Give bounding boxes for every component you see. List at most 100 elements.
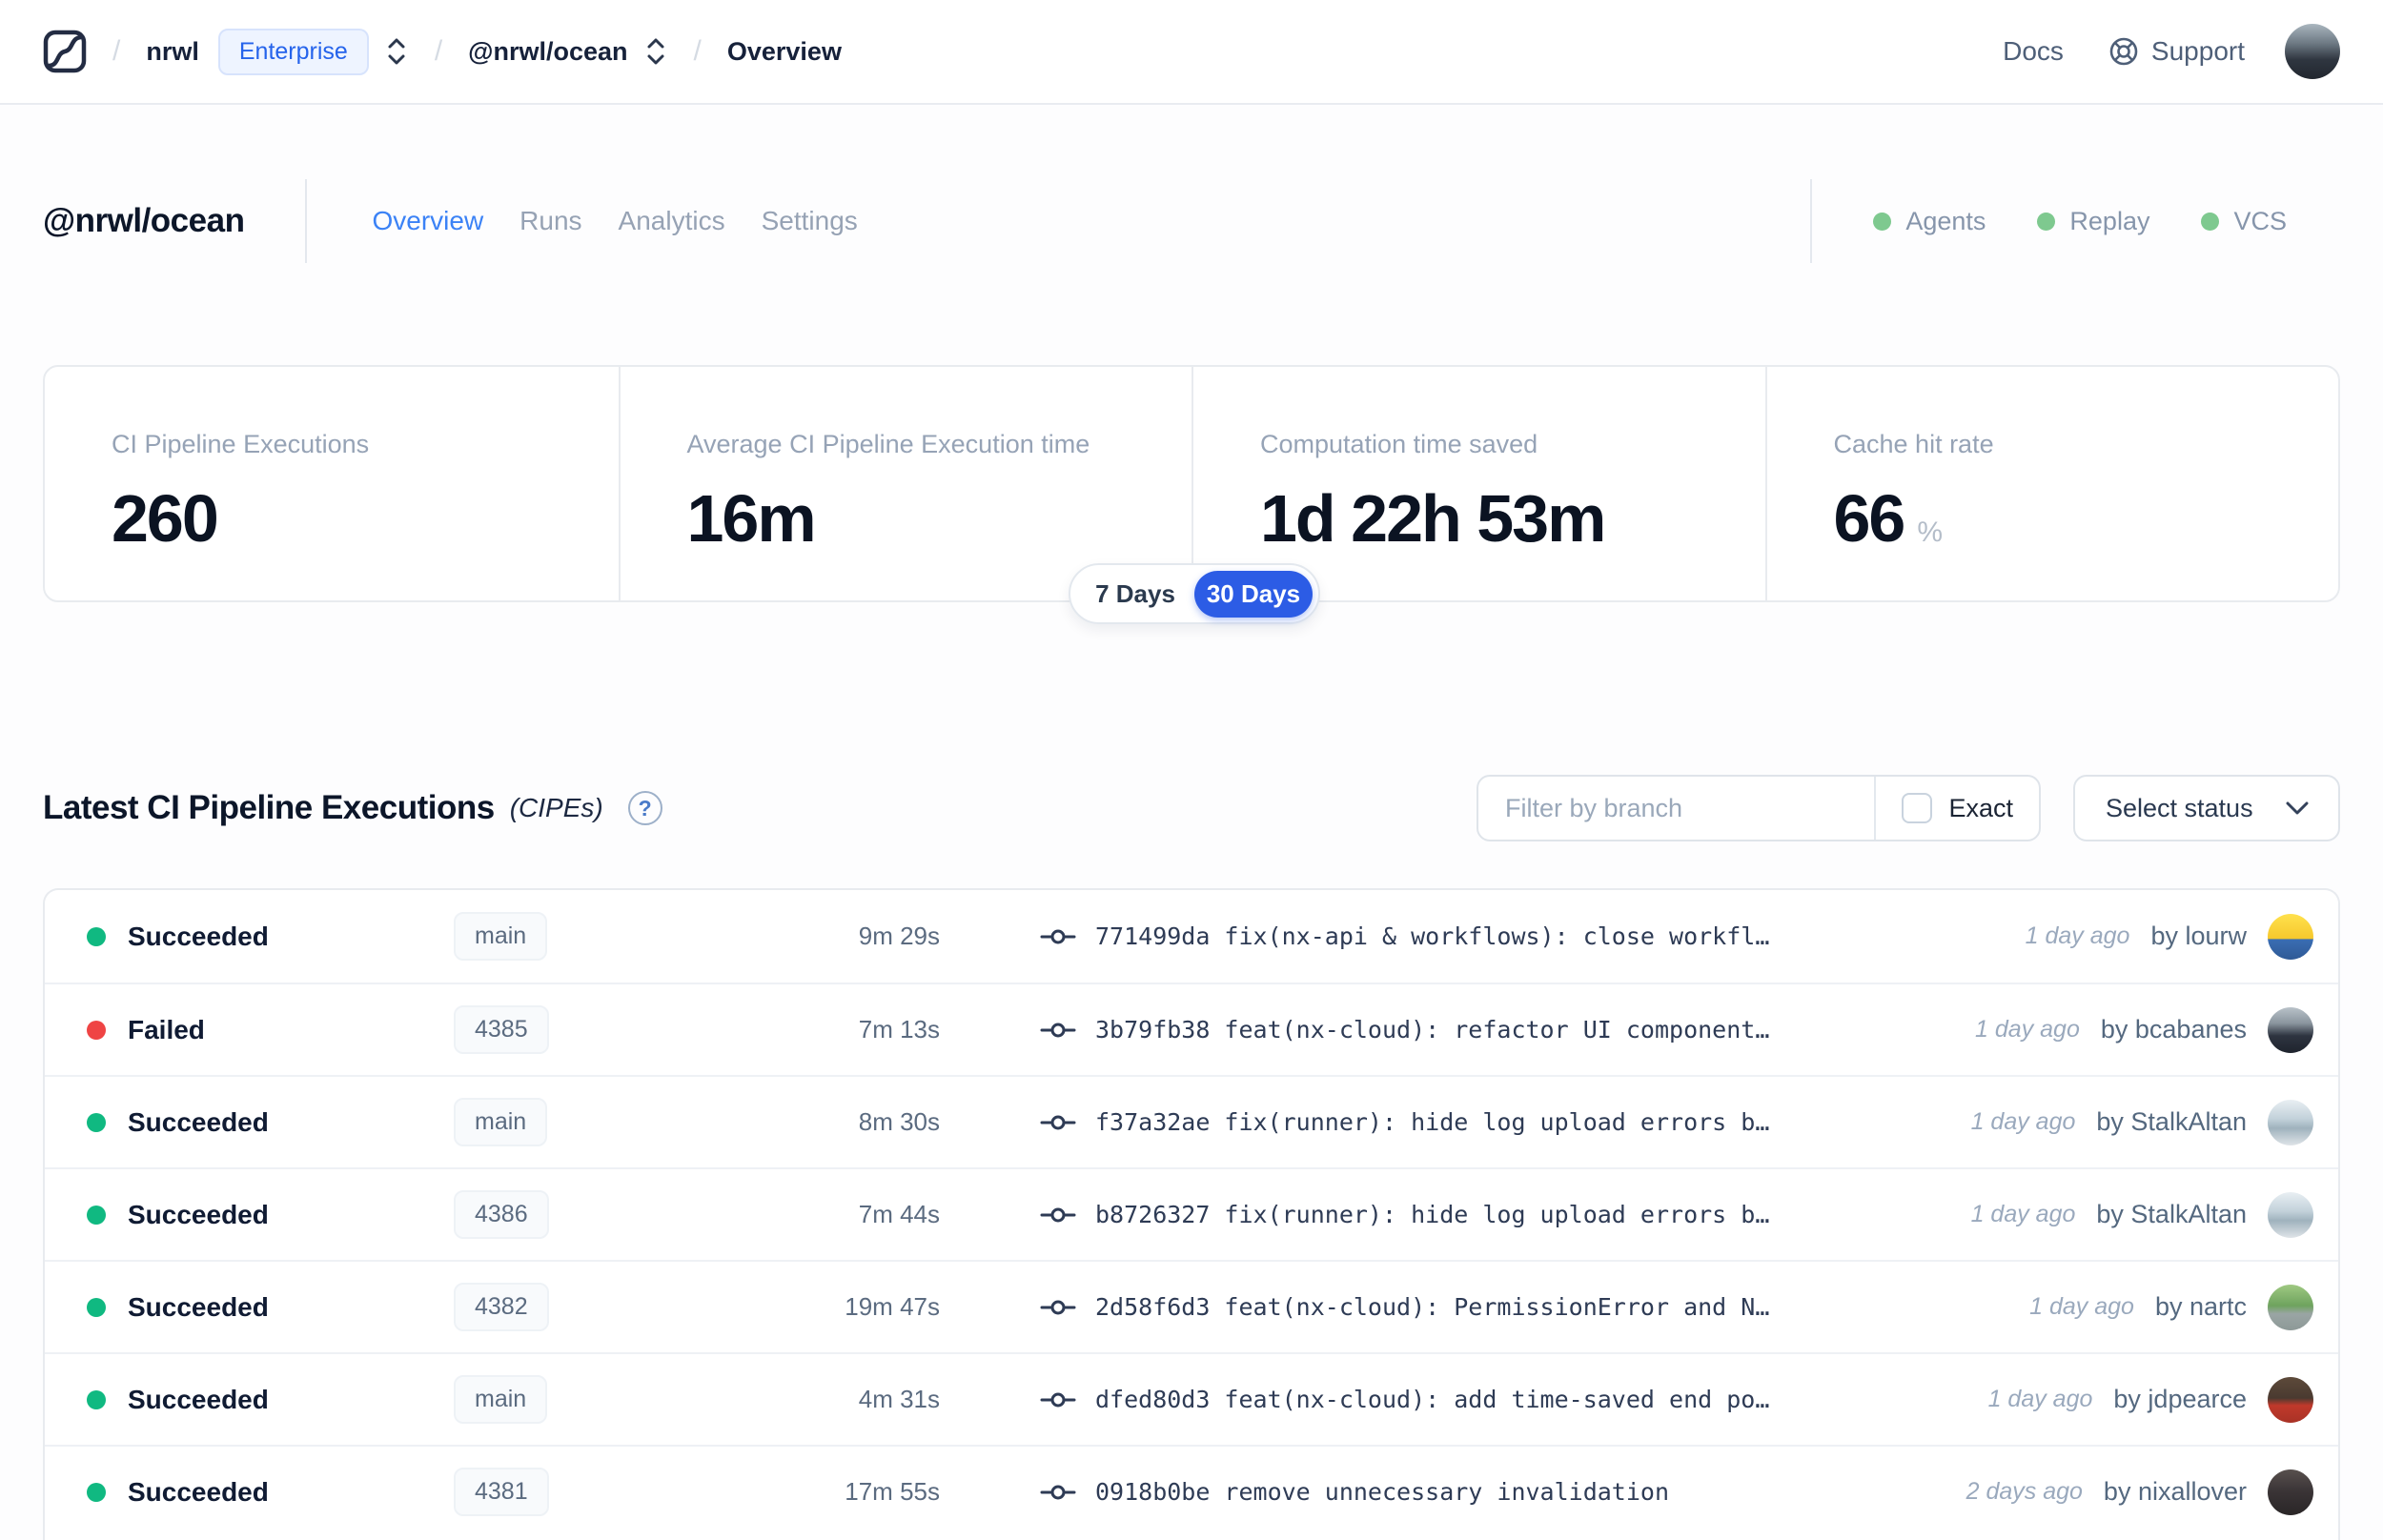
stat-cache-hit-rate: Cache hit rate 66 %	[1764, 367, 2339, 600]
status-cell: Succeeded	[87, 1477, 416, 1508]
commit-text[interactable]: 3b79fb38 feat(nx-cloud): refactor UI com…	[1095, 1016, 1769, 1044]
tab-settings[interactable]: Settings	[761, 206, 858, 235]
workspace-tabs: Overview Runs Analytics Settings	[372, 206, 857, 236]
author-avatar[interactable]	[2268, 913, 2313, 960]
commit-text[interactable]: f37a32ae fix(runner): hide log upload er…	[1095, 1108, 1769, 1136]
status-label: Succeeded	[128, 1291, 269, 1322]
meta-cell: 2 days ago by nixallover	[1966, 1469, 2313, 1515]
branch-badge[interactable]: main	[454, 1375, 548, 1424]
commit-text[interactable]: 2d58f6d3 feat(nx-cloud): PermissionError…	[1095, 1293, 1769, 1321]
user-avatar[interactable]	[2285, 24, 2340, 79]
divider	[1810, 179, 1813, 263]
range-7days-button[interactable]: 7 Days	[1095, 578, 1175, 608]
branch-filter-group: Exact	[1477, 775, 2041, 841]
branch-badge[interactable]: 4385	[454, 1005, 549, 1054]
time-ago-label: 1 day ago	[1987, 1386, 2093, 1412]
duration-label: 17m 55s	[845, 1477, 940, 1506]
author-avatar[interactable]	[2268, 1284, 2313, 1330]
meta-cell: 1 day ago by StalkAltan	[1971, 1099, 2313, 1145]
stat-value: 16m	[686, 481, 817, 556]
tab-analytics[interactable]: Analytics	[618, 206, 725, 235]
table-row[interactable]: Failed 4385 7m 13s 3b79fb38 feat(nx-clou…	[45, 983, 2338, 1075]
status-label: Succeeded	[128, 1476, 269, 1507]
duration-label: 19m 47s	[845, 1292, 940, 1321]
branch-badge[interactable]: 4382	[454, 1283, 549, 1331]
author-avatar[interactable]	[2268, 1006, 2313, 1053]
duration-label: 9m 29s	[858, 922, 940, 950]
breadcrumb-org-name[interactable]: nrwl	[146, 36, 199, 66]
status-replay: Replay	[2037, 207, 2149, 236]
duration-label: 7m 44s	[858, 1200, 940, 1228]
status-dot-icon	[87, 1482, 106, 1502]
nav-actions: Docs Support	[2003, 24, 2340, 79]
branch-badge[interactable]: 4381	[454, 1468, 549, 1516]
tab-runs[interactable]: Runs	[519, 206, 582, 235]
enterprise-badge[interactable]: Enterprise	[217, 28, 369, 75]
docs-link[interactable]: Docs	[2003, 36, 2064, 66]
meta-cell: 1 day ago by StalkAltan	[1971, 1191, 2313, 1238]
breadcrumb-workspace-name[interactable]: @nrwl/ocean	[468, 36, 628, 66]
status-label: Succeeded	[128, 921, 269, 951]
status-cell: Succeeded	[87, 1385, 416, 1415]
author-label: by StalkAltan	[2096, 1107, 2247, 1136]
commit-text[interactable]: 0918b0be remove unnecessary invalidation	[1095, 1478, 1669, 1506]
table-row[interactable]: Succeeded 4382 19m 47s 2d58f6d3 feat(nx-…	[45, 1260, 2338, 1352]
git-commit-icon	[1040, 1482, 1076, 1503]
support-link[interactable]: Support	[2108, 35, 2245, 68]
branch-cell: main	[416, 1375, 663, 1424]
commit-message: feat(nx-cloud): refactor UI component…	[1224, 1016, 1770, 1044]
branch-cell: 4381	[416, 1468, 663, 1516]
breadcrumb-page-name: Overview	[726, 36, 842, 66]
tab-overview[interactable]: Overview	[372, 206, 484, 235]
time-ago-label: 1 day ago	[2025, 922, 2130, 949]
table-row[interactable]: Succeeded 4386 7m 44s b8726327 fix(runne…	[45, 1167, 2338, 1260]
commit-cell: 0918b0be remove unnecessary invalidation	[1040, 1478, 1944, 1506]
org-switcher-icon[interactable]	[384, 35, 409, 68]
table-row[interactable]: Succeeded main 9m 29s 771499da fix(nx-ap…	[45, 890, 2338, 983]
exact-label: Exact	[1948, 793, 2013, 822]
branch-badge[interactable]: 4386	[454, 1190, 549, 1239]
table-row[interactable]: Succeeded main 4m 31s dfed80d3 feat(nx-c…	[45, 1352, 2338, 1445]
workspace-switcher-icon[interactable]	[643, 35, 668, 68]
help-icon[interactable]: ?	[627, 791, 662, 825]
breadcrumb-separator: /	[693, 35, 702, 67]
breadcrumb-separator: /	[112, 35, 121, 67]
date-range-toggle: 7 Days 30 Days	[1069, 563, 1320, 624]
commit-cell: dfed80d3 feat(nx-cloud): add time-saved …	[1040, 1386, 1965, 1413]
commit-message: feat(nx-cloud): add time-saved end po…	[1224, 1386, 1770, 1413]
commit-text[interactable]: dfed80d3 feat(nx-cloud): add time-saved …	[1095, 1386, 1769, 1413]
exact-toggle[interactable]: Exact	[1876, 777, 2039, 840]
branch-cell: 4386	[416, 1190, 663, 1239]
breadcrumb-separator: /	[434, 35, 443, 67]
exact-checkbox[interactable]	[1902, 793, 1933, 823]
time-ago-label: 2 days ago	[1965, 1478, 2083, 1505]
nx-cloud-logo-icon[interactable]	[43, 30, 87, 73]
time-ago-label: 1 day ago	[1975, 1016, 2080, 1043]
author-avatar[interactable]	[2268, 1376, 2313, 1423]
table-row[interactable]: Succeeded main 8m 30s f37a32ae fix(runne…	[45, 1075, 2338, 1167]
commit-text[interactable]: 771499da fix(nx-api & workflows): close …	[1095, 922, 1769, 950]
author-avatar[interactable]	[2268, 1469, 2313, 1515]
select-status-button[interactable]: Select status	[2073, 775, 2340, 841]
status-vcs: VCS	[2201, 207, 2287, 236]
commit-text[interactable]: b8726327 fix(runner): hide log upload er…	[1095, 1201, 1769, 1228]
commit-cell: 771499da fix(nx-api & workflows): close …	[1040, 922, 2003, 950]
branch-badge[interactable]: main	[454, 1098, 548, 1146]
cipe-table-body: Succeeded main 9m 29s 771499da fix(nx-ap…	[45, 890, 2338, 1537]
status-cell: Succeeded	[87, 1292, 416, 1323]
stat-computation-time-saved: Computation time saved 1d 22h 53m	[1192, 367, 1765, 600]
branch-filter-input[interactable]	[1478, 777, 1875, 840]
time-ago-label: 1 day ago	[2029, 1293, 2134, 1320]
commit-hash: 3b79fb38	[1095, 1016, 1211, 1044]
git-commit-icon	[1040, 1205, 1076, 1226]
status-label: Failed	[128, 1014, 205, 1044]
git-commit-icon	[1040, 1297, 1076, 1318]
branch-badge[interactable]: main	[454, 912, 548, 961]
cipe-table: Succeeded main 9m 29s 771499da fix(nx-ap…	[43, 888, 2340, 1540]
status-dot-icon	[87, 926, 106, 946]
author-avatar[interactable]	[2268, 1099, 2313, 1145]
table-row[interactable]: Succeeded 4381 17m 55s 0918b0be remove u…	[45, 1445, 2338, 1537]
cipe-filters: Exact Select status	[1477, 775, 2340, 841]
author-avatar[interactable]	[2268, 1191, 2313, 1238]
range-30days-button[interactable]: 30 Days	[1194, 570, 1313, 618]
